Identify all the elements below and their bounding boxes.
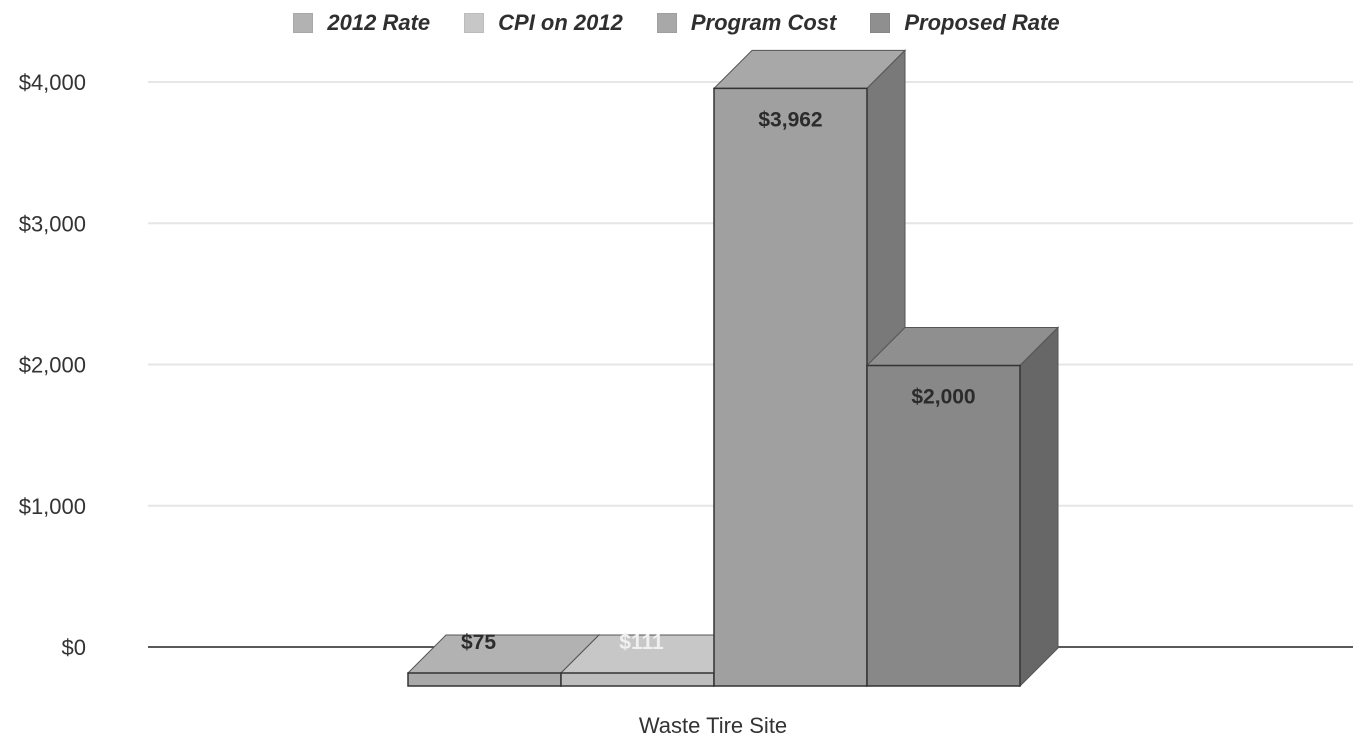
y-tick-label: $1,000 [19, 494, 86, 519]
legend-swatch-proposed-rate [870, 13, 891, 33]
bar-front-face [866, 364, 1021, 687]
chart-legend: 2012 Rate CPI on 2012 Program Cost Propo… [0, 6, 1353, 40]
legend-swatch-cpi-on-2012 [464, 13, 485, 33]
legend-item-cpi-on-2012: CPI on 2012 [464, 10, 623, 36]
value-labels: $75 $111 $3,962 $2,000 [461, 108, 976, 654]
legend-label-program-cost: Program Cost [690, 10, 837, 35]
legend-label-cpi-on-2012: CPI on 2012 [498, 10, 623, 35]
data-label: $3,962 [758, 108, 822, 131]
data-label: $75 [461, 631, 496, 654]
bar-front-face [713, 87, 868, 687]
y-tick-label: $3,000 [19, 211, 86, 236]
legend-label-2012-rate: 2012 Rate [327, 10, 431, 35]
y-tick-label: $2,000 [19, 353, 86, 378]
y-axis: $0 $1,000 $2,000 $3,000 $4,000 [19, 70, 86, 660]
legend-swatch-program-cost [656, 13, 677, 33]
bar-front-face [560, 672, 715, 687]
legend-item-2012-rate: 2012 Rate [293, 10, 430, 36]
bar-front-face [407, 672, 562, 687]
legend-item-proposed-rate: Proposed Rate [870, 10, 1060, 36]
bar-side-face [1019, 326, 1059, 688]
bars [406, 49, 1060, 688]
y-tick-label: $4,000 [19, 70, 86, 95]
x-category-label: Waste Tire Site [639, 713, 787, 736]
bar-proposed-rate [865, 326, 1060, 688]
legend-item-program-cost: Program Cost [656, 10, 837, 36]
data-label: $111 [619, 631, 664, 654]
legend-swatch-2012-rate [293, 13, 314, 33]
legend-label-proposed-rate: Proposed Rate [904, 10, 1060, 35]
y-tick-label: $0 [62, 635, 86, 660]
data-label: $2,000 [911, 386, 975, 409]
